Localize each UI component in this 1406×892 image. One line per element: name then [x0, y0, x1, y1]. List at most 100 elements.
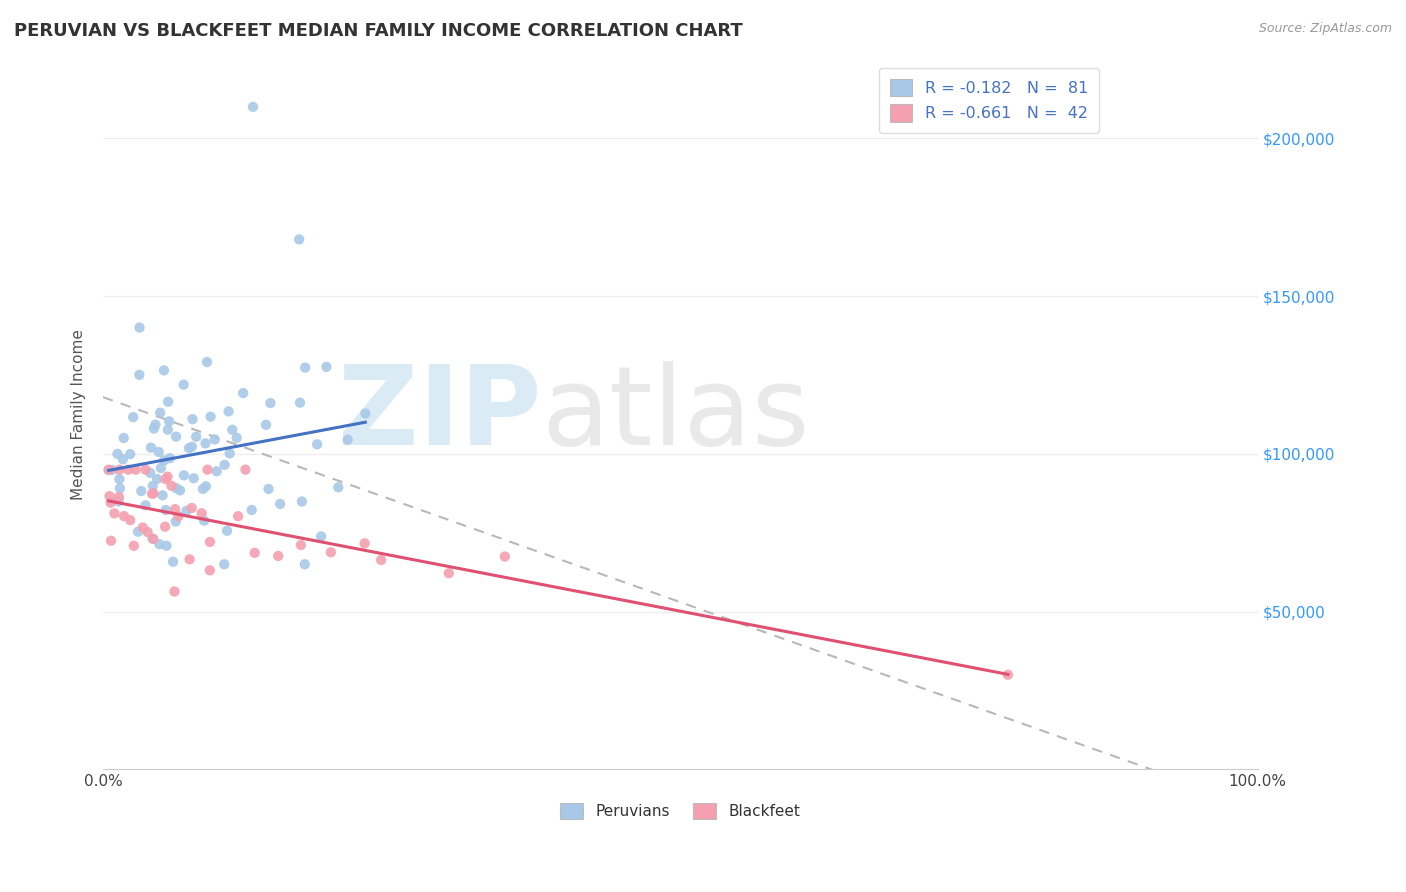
Point: [169, 483, 191, 498]
Point: [124, 463, 146, 477]
Point: [437, 566, 460, 581]
Point: [108, 490, 131, 504]
Point: [162, 555, 184, 569]
Point: [163, 584, 186, 599]
Point: [131, 483, 153, 498]
Point: [214, 558, 236, 572]
Point: [128, 368, 150, 382]
Point: [218, 404, 240, 418]
Point: [98, 489, 121, 503]
Point: [122, 410, 145, 425]
Point: [205, 464, 228, 478]
Point: [155, 472, 177, 486]
Point: [294, 558, 316, 572]
Point: [193, 514, 215, 528]
Point: [176, 504, 198, 518]
Point: [194, 436, 217, 450]
Point: [243, 546, 266, 560]
Point: [370, 553, 392, 567]
Point: [103, 506, 125, 520]
Point: [153, 453, 176, 467]
Point: [165, 481, 187, 495]
Point: [269, 497, 291, 511]
Point: [148, 445, 170, 459]
Point: [259, 396, 281, 410]
Point: [315, 359, 337, 374]
Point: [142, 479, 165, 493]
Point: [307, 437, 329, 451]
Point: [181, 440, 204, 454]
Point: [100, 533, 122, 548]
Point: [141, 486, 163, 500]
Point: [257, 482, 280, 496]
Point: [179, 552, 201, 566]
Point: [136, 524, 159, 539]
Point: [200, 409, 222, 424]
Point: [122, 539, 145, 553]
Point: [100, 496, 122, 510]
Y-axis label: Median Family Income: Median Family Income: [72, 329, 86, 500]
Point: [107, 494, 129, 508]
Point: [240, 503, 263, 517]
Point: [353, 536, 375, 550]
Point: [132, 520, 155, 534]
Point: [139, 466, 162, 480]
Point: [180, 500, 202, 515]
Point: [221, 423, 243, 437]
Point: [254, 417, 277, 432]
Point: [108, 481, 131, 495]
Point: [111, 452, 134, 467]
Point: [198, 563, 221, 577]
Point: [108, 463, 131, 477]
Point: [160, 479, 183, 493]
Text: Source: ZipAtlas.com: Source: ZipAtlas.com: [1258, 22, 1392, 36]
Point: [173, 377, 195, 392]
Point: [112, 509, 135, 524]
Point: [218, 446, 240, 460]
Point: [101, 463, 124, 477]
Point: [288, 395, 311, 409]
Point: [183, 471, 205, 485]
Point: [214, 458, 236, 472]
Point: [165, 515, 187, 529]
Point: [186, 430, 208, 444]
Point: [336, 433, 359, 447]
Point: [127, 524, 149, 539]
Point: [149, 406, 172, 420]
Point: [148, 537, 170, 551]
Point: [157, 414, 180, 428]
Point: [997, 667, 1019, 681]
Point: [155, 503, 177, 517]
Point: [291, 494, 314, 508]
Point: [319, 545, 342, 559]
Point: [153, 519, 176, 533]
Point: [294, 360, 316, 375]
Point: [328, 480, 350, 494]
Point: [142, 421, 165, 435]
Point: [97, 463, 120, 477]
Point: [155, 539, 177, 553]
Point: [141, 532, 163, 546]
Point: [152, 488, 174, 502]
Point: [494, 549, 516, 564]
Point: [191, 482, 214, 496]
Point: [142, 532, 165, 546]
Point: [288, 232, 311, 246]
Point: [156, 469, 179, 483]
Point: [108, 472, 131, 486]
Point: [128, 320, 150, 334]
Point: [173, 468, 195, 483]
Point: [215, 524, 238, 538]
Point: [107, 447, 129, 461]
Point: [156, 423, 179, 437]
Point: [145, 417, 167, 432]
Text: atlas: atlas: [541, 361, 810, 468]
Point: [159, 451, 181, 466]
Text: ZIP: ZIP: [339, 361, 541, 468]
Point: [195, 355, 218, 369]
Point: [157, 394, 180, 409]
Point: [167, 509, 190, 524]
Point: [232, 386, 254, 401]
Point: [225, 431, 247, 445]
Point: [134, 463, 156, 477]
